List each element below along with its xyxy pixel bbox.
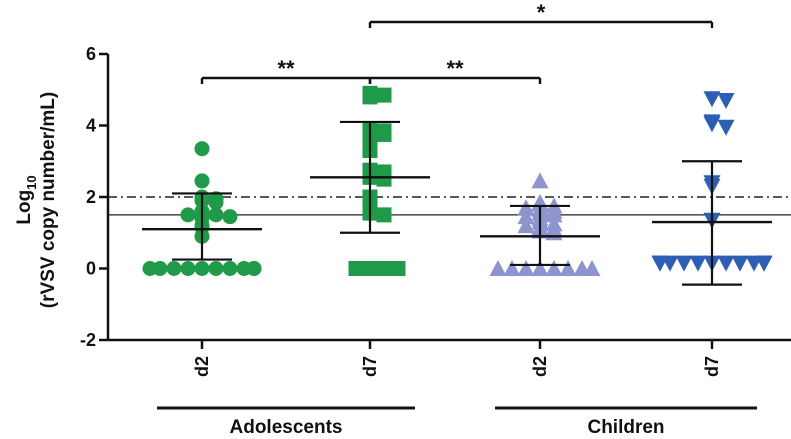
data-point bbox=[194, 261, 210, 276]
data-point bbox=[545, 206, 563, 223]
data-point bbox=[194, 141, 210, 157]
data-point bbox=[517, 208, 535, 225]
data-point bbox=[517, 217, 535, 234]
x-tick-label: d7 bbox=[702, 356, 722, 377]
data-point bbox=[517, 199, 535, 216]
data-point bbox=[376, 126, 392, 142]
data-point bbox=[376, 171, 392, 187]
data-point bbox=[531, 260, 549, 276]
group-labels: Adolescents Children bbox=[157, 406, 757, 438]
y-tick-label: 6 bbox=[86, 44, 96, 64]
data-point bbox=[545, 260, 563, 276]
y-tick-label: 2 bbox=[86, 187, 96, 207]
y-axis-title-subscript: 10 bbox=[24, 175, 39, 189]
data-point bbox=[222, 209, 238, 225]
group-label: Children bbox=[587, 417, 664, 438]
data-point bbox=[703, 91, 721, 108]
significance-label: ** bbox=[446, 56, 464, 81]
y-tick-label: -2 bbox=[80, 330, 96, 350]
y-axis-title-main: Log bbox=[14, 190, 35, 225]
data-point bbox=[517, 260, 535, 276]
data-point bbox=[362, 89, 378, 105]
data-point bbox=[208, 261, 224, 276]
data-point bbox=[208, 207, 224, 223]
data-point bbox=[731, 255, 749, 272]
data-point bbox=[222, 261, 238, 276]
data-point bbox=[689, 255, 707, 272]
y-axis: -2 0 2 4 6 bbox=[80, 44, 110, 350]
data-point bbox=[531, 172, 549, 189]
data-points bbox=[142, 85, 773, 276]
x-tick-label: d2 bbox=[530, 356, 550, 377]
svg-text:Log10: Log10 bbox=[14, 175, 39, 224]
x-tick-label: d7 bbox=[360, 356, 380, 377]
data-point bbox=[559, 260, 577, 276]
y-tick-label: 0 bbox=[86, 259, 96, 279]
x-axis: d2 d7 d2 d7 bbox=[108, 338, 791, 377]
significance-label: ** bbox=[277, 56, 295, 81]
data-point bbox=[194, 173, 210, 189]
data-point bbox=[503, 260, 521, 276]
data-point bbox=[717, 119, 735, 136]
data-point bbox=[651, 255, 669, 272]
data-point bbox=[208, 194, 224, 210]
data-point bbox=[376, 261, 392, 276]
x-tick-label: d2 bbox=[192, 356, 212, 377]
data-point bbox=[489, 260, 507, 276]
significance-label: * bbox=[537, 0, 546, 25]
data-point bbox=[390, 261, 406, 276]
data-point bbox=[142, 261, 158, 276]
significance-brackets: ** *** bbox=[200, 0, 714, 84]
y-axis-title: Log10 (rVSV copy number/mL) bbox=[14, 92, 59, 308]
data-point bbox=[376, 207, 392, 223]
data-point bbox=[376, 87, 392, 103]
data-point bbox=[180, 261, 196, 276]
y-tick-label: 4 bbox=[86, 116, 96, 136]
data-point bbox=[717, 92, 735, 109]
data-point bbox=[166, 261, 182, 276]
data-point bbox=[717, 255, 735, 272]
data-point bbox=[246, 261, 262, 276]
data-point bbox=[703, 116, 721, 133]
data-point bbox=[180, 207, 196, 223]
error-bars bbox=[142, 120, 772, 286]
data-point bbox=[362, 261, 378, 276]
group-label: Adolescents bbox=[230, 417, 343, 438]
data-point bbox=[348, 261, 364, 276]
data-point bbox=[675, 255, 693, 272]
data-point bbox=[583, 260, 601, 276]
y-axis-title-units: (rVSV copy number/mL) bbox=[38, 92, 59, 308]
data-point bbox=[755, 255, 773, 272]
